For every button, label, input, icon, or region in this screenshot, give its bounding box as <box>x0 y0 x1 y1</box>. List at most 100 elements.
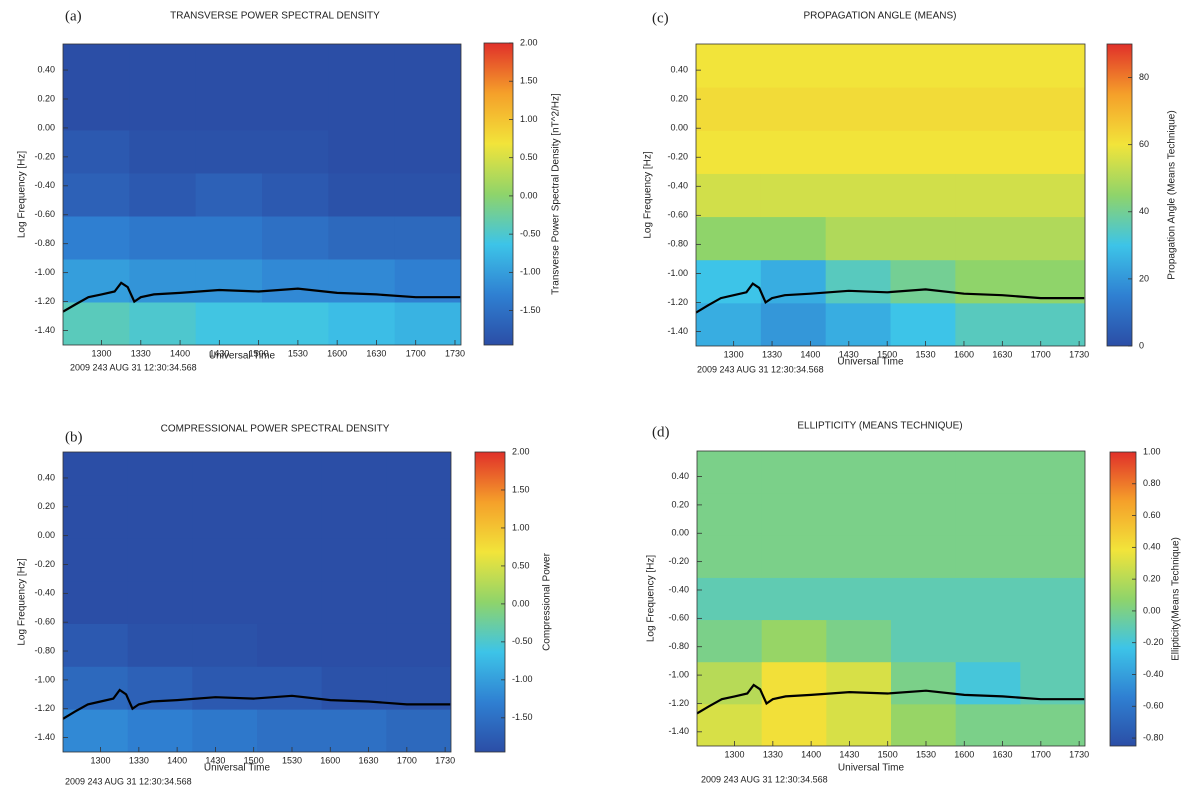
x-tick-label: 1500 <box>249 348 269 358</box>
heatmap-cell <box>257 537 323 582</box>
colorbar <box>483 42 514 346</box>
heatmap-cell <box>761 661 827 705</box>
heatmap-cell <box>891 577 957 621</box>
x-axis-label: Universal Time <box>204 763 271 774</box>
heatmap-cell <box>1020 302 1085 346</box>
heatmap-cell <box>328 216 396 260</box>
heatmap-cell <box>127 452 193 496</box>
timestamp: 2009 243 AUG 31 12:30:34.568 <box>70 362 197 372</box>
heatmap-cell <box>129 173 197 217</box>
colorbar-tick-label: -0.40 <box>1143 669 1164 679</box>
x-tick-label: 1700 <box>397 755 417 765</box>
heatmap-cell <box>760 130 827 174</box>
y-tick-label: -1.40 <box>668 726 689 736</box>
heatmap-cell <box>955 173 1021 218</box>
heatmap-cell <box>891 493 957 536</box>
heatmap-cell <box>262 87 329 131</box>
heatmap-cell <box>955 577 1021 621</box>
heatmap-cell <box>386 580 451 624</box>
heatmap-cell <box>394 130 461 174</box>
heatmap-cell <box>129 259 197 303</box>
heatmap-cell <box>955 535 1021 578</box>
colorbar-tick-label: 0.80 <box>1143 478 1161 488</box>
y-tick-label: -0.40 <box>34 588 55 598</box>
y-tick-label: -1.20 <box>668 698 689 708</box>
panel-label: (a) <box>65 8 82 24</box>
panel-label: (d) <box>652 424 670 440</box>
x-tick-label: 1600 <box>954 349 974 359</box>
heatmap-cell <box>760 302 827 346</box>
y-axis-label: Log Frequency [Hz] <box>17 151 28 238</box>
y-tick-label: -0.40 <box>667 181 688 191</box>
heatmap-cell <box>1020 130 1085 174</box>
x-tick-label: 1400 <box>170 348 190 358</box>
heatmap-cell <box>955 451 1021 494</box>
x-tick-label: 1730 <box>435 755 455 765</box>
y-tick-label: 0.00 <box>670 123 688 133</box>
heatmap-cell <box>696 173 762 218</box>
x-tick-label: 1500 <box>244 755 264 765</box>
x-tick-label: 1300 <box>91 755 111 765</box>
y-tick-label: -1.20 <box>34 703 55 713</box>
timestamp: 2009 243 AUG 31 12:30:34.568 <box>697 364 824 374</box>
heatmap-cell <box>1020 577 1085 621</box>
colorbar-tick-label: -1.50 <box>512 712 533 722</box>
heatmap-cell <box>63 87 130 131</box>
y-axis-label: Log Frequency [Hz] <box>643 151 654 238</box>
x-axis-label: Universal Time <box>209 351 276 362</box>
heatmap-cell <box>1020 535 1085 578</box>
heatmap-cell <box>697 535 763 578</box>
heatmap-cell <box>697 451 763 494</box>
y-tick-label: -0.60 <box>667 210 688 220</box>
x-tick-label: 1500 <box>878 749 898 759</box>
y-tick-label: 0.20 <box>670 94 688 104</box>
heatmap-cell <box>825 259 891 304</box>
y-tick-label: 0.20 <box>671 499 689 509</box>
y-tick-label: -0.80 <box>667 239 688 249</box>
heatmap-cell <box>63 623 129 667</box>
heatmap-cell <box>386 666 451 710</box>
heatmap-cell <box>955 44 1021 88</box>
plot-frame <box>695 43 1086 347</box>
plot-frame <box>696 450 1086 747</box>
x-tick-label: 1730 <box>445 348 465 358</box>
heatmap-cell <box>890 44 956 88</box>
y-tick-label: -0.80 <box>668 641 689 651</box>
heatmap-cell <box>63 537 129 582</box>
heatmap-cell <box>696 302 762 346</box>
heatmap-cell <box>696 87 762 131</box>
x-tick-label: 1400 <box>800 349 820 359</box>
heatmap-cell <box>761 619 827 663</box>
colorbar-tick-label: 0.40 <box>1143 542 1161 552</box>
heatmap-cell <box>321 494 387 539</box>
colorbar-tick-label: 40 <box>1139 206 1149 216</box>
heatmap-cell <box>955 493 1021 536</box>
heatmap-cell <box>195 87 263 131</box>
heatmap <box>696 44 1085 346</box>
heatmap <box>697 451 1085 746</box>
timestamp: 2009 243 AUG 31 12:30:34.568 <box>65 776 192 786</box>
y-tick-label: 0.40 <box>37 472 55 482</box>
colorbar-tick-label: 1.00 <box>520 114 538 124</box>
heatmap-cell <box>697 493 763 536</box>
colorbar-label: Propagation Angle (Means Technique) <box>1167 110 1178 279</box>
heatmap-cell <box>826 619 892 663</box>
heatmap-cell <box>394 44 461 88</box>
heatmap-cell <box>394 173 461 217</box>
heatmap-cell <box>1020 619 1085 663</box>
heatmap-cell <box>761 703 827 746</box>
heatmap-cell <box>1020 173 1085 218</box>
x-tick-label: 1700 <box>1031 749 1051 759</box>
heatmap-cell <box>127 623 193 667</box>
x-tick-label: 1530 <box>916 349 936 359</box>
x-tick-label: 1530 <box>916 749 936 759</box>
heatmap-cell <box>386 537 451 582</box>
plot-frame <box>62 451 452 753</box>
heatmap-cell <box>955 216 1021 261</box>
panel: (a) TRANSVERSE POWER SPECTRAL DENSITY -1.4… <box>17 8 562 372</box>
heatmap-cell <box>63 130 130 174</box>
heatmap-cell <box>127 537 193 582</box>
colorbar-tick-label: 60 <box>1139 139 1149 149</box>
colorbar-tick-label: 0.60 <box>1143 510 1161 520</box>
heatmap-cell <box>760 87 827 131</box>
